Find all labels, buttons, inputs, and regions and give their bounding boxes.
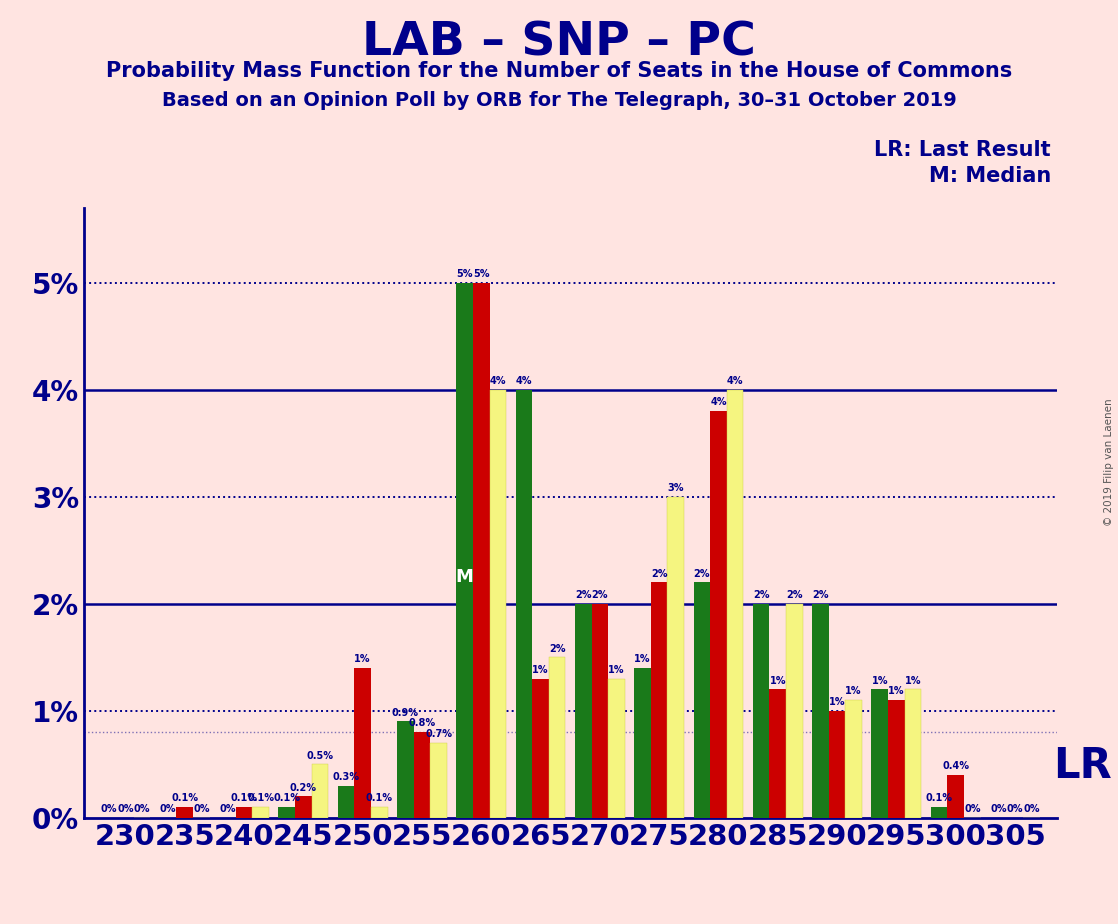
Bar bbox=[888, 700, 904, 818]
Text: 2%: 2% bbox=[812, 590, 828, 600]
Text: 2%: 2% bbox=[591, 590, 608, 600]
Text: Probability Mass Function for the Number of Seats in the House of Commons: Probability Mass Function for the Number… bbox=[106, 61, 1012, 81]
Bar bbox=[786, 603, 803, 818]
Bar bbox=[338, 785, 354, 818]
Text: 4%: 4% bbox=[710, 397, 727, 407]
Text: 1%: 1% bbox=[888, 687, 904, 697]
Text: M: M bbox=[456, 568, 474, 586]
Bar bbox=[371, 807, 388, 818]
Text: 0.1%: 0.1% bbox=[230, 794, 257, 803]
Text: 0.1%: 0.1% bbox=[926, 794, 953, 803]
Bar bbox=[473, 283, 490, 818]
Text: 1%: 1% bbox=[828, 697, 845, 707]
Text: 1%: 1% bbox=[845, 687, 862, 697]
Bar bbox=[549, 657, 566, 818]
Bar bbox=[177, 807, 193, 818]
Text: 0.9%: 0.9% bbox=[391, 708, 419, 718]
Text: 2%: 2% bbox=[549, 643, 566, 653]
Text: 5%: 5% bbox=[473, 269, 490, 279]
Bar bbox=[515, 390, 532, 818]
Text: LR: Last Result: LR: Last Result bbox=[874, 140, 1051, 161]
Text: 2%: 2% bbox=[752, 590, 769, 600]
Text: 0%: 0% bbox=[219, 804, 236, 814]
Text: 4%: 4% bbox=[515, 376, 532, 386]
Bar bbox=[947, 775, 964, 818]
Text: 1%: 1% bbox=[532, 665, 549, 675]
Text: Based on an Opinion Poll by ORB for The Telegraph, 30–31 October 2019: Based on an Opinion Poll by ORB for The … bbox=[162, 91, 956, 110]
Bar bbox=[312, 764, 329, 818]
Text: 0%: 0% bbox=[134, 804, 150, 814]
Text: 2%: 2% bbox=[651, 568, 667, 578]
Text: 1%: 1% bbox=[904, 675, 921, 686]
Bar bbox=[575, 603, 591, 818]
Text: © 2019 Filip van Laenen: © 2019 Filip van Laenen bbox=[1105, 398, 1114, 526]
Text: 2%: 2% bbox=[693, 568, 710, 578]
Text: 4%: 4% bbox=[727, 376, 743, 386]
Text: 0.4%: 0.4% bbox=[942, 761, 969, 772]
Text: 0.2%: 0.2% bbox=[290, 783, 316, 793]
Bar bbox=[236, 807, 253, 818]
Bar bbox=[278, 807, 295, 818]
Text: M: Median: M: Median bbox=[929, 166, 1051, 187]
Text: 0%: 0% bbox=[964, 804, 980, 814]
Text: 0%: 0% bbox=[117, 804, 134, 814]
Text: 0%: 0% bbox=[101, 804, 117, 814]
Bar bbox=[456, 283, 473, 818]
Text: 1%: 1% bbox=[354, 654, 371, 664]
Bar bbox=[693, 582, 710, 818]
Bar bbox=[710, 411, 727, 818]
Bar bbox=[414, 732, 430, 818]
Bar bbox=[931, 807, 947, 818]
Text: 2%: 2% bbox=[786, 590, 803, 600]
Text: 0.1%: 0.1% bbox=[171, 794, 198, 803]
Bar bbox=[591, 603, 608, 818]
Bar bbox=[608, 678, 625, 818]
Bar bbox=[354, 668, 371, 818]
Bar bbox=[397, 722, 414, 818]
Bar bbox=[295, 796, 312, 818]
Text: 0.5%: 0.5% bbox=[306, 750, 333, 760]
Bar bbox=[769, 689, 786, 818]
Text: 0%: 0% bbox=[1006, 804, 1023, 814]
Text: 1%: 1% bbox=[608, 665, 625, 675]
Bar bbox=[253, 807, 269, 818]
Bar bbox=[727, 390, 743, 818]
Text: 3%: 3% bbox=[667, 483, 684, 493]
Bar bbox=[752, 603, 769, 818]
Text: 0%: 0% bbox=[1023, 804, 1040, 814]
Bar bbox=[651, 582, 667, 818]
Bar bbox=[871, 689, 888, 818]
Text: 0.1%: 0.1% bbox=[247, 794, 274, 803]
Text: 0%: 0% bbox=[991, 804, 1006, 814]
Bar bbox=[430, 743, 447, 818]
Text: LAB – SNP – PC: LAB – SNP – PC bbox=[362, 20, 756, 66]
Bar bbox=[667, 497, 684, 818]
Text: LR: LR bbox=[1053, 746, 1112, 787]
Text: 0.3%: 0.3% bbox=[332, 772, 360, 782]
Text: 2%: 2% bbox=[575, 590, 591, 600]
Text: 0.1%: 0.1% bbox=[366, 794, 392, 803]
Bar bbox=[634, 668, 651, 818]
Text: 1%: 1% bbox=[634, 654, 651, 664]
Bar bbox=[532, 678, 549, 818]
Text: 4%: 4% bbox=[490, 376, 506, 386]
Bar bbox=[490, 390, 506, 818]
Bar bbox=[845, 700, 862, 818]
Text: 1%: 1% bbox=[872, 675, 888, 686]
Bar bbox=[904, 689, 921, 818]
Text: 0.7%: 0.7% bbox=[425, 729, 452, 739]
Text: 0%: 0% bbox=[160, 804, 177, 814]
Text: 5%: 5% bbox=[456, 269, 473, 279]
Text: 0%: 0% bbox=[193, 804, 209, 814]
Bar bbox=[812, 603, 828, 818]
Bar bbox=[828, 711, 845, 818]
Text: 0.8%: 0.8% bbox=[408, 718, 436, 728]
Text: 1%: 1% bbox=[769, 675, 786, 686]
Text: 0.1%: 0.1% bbox=[273, 794, 301, 803]
